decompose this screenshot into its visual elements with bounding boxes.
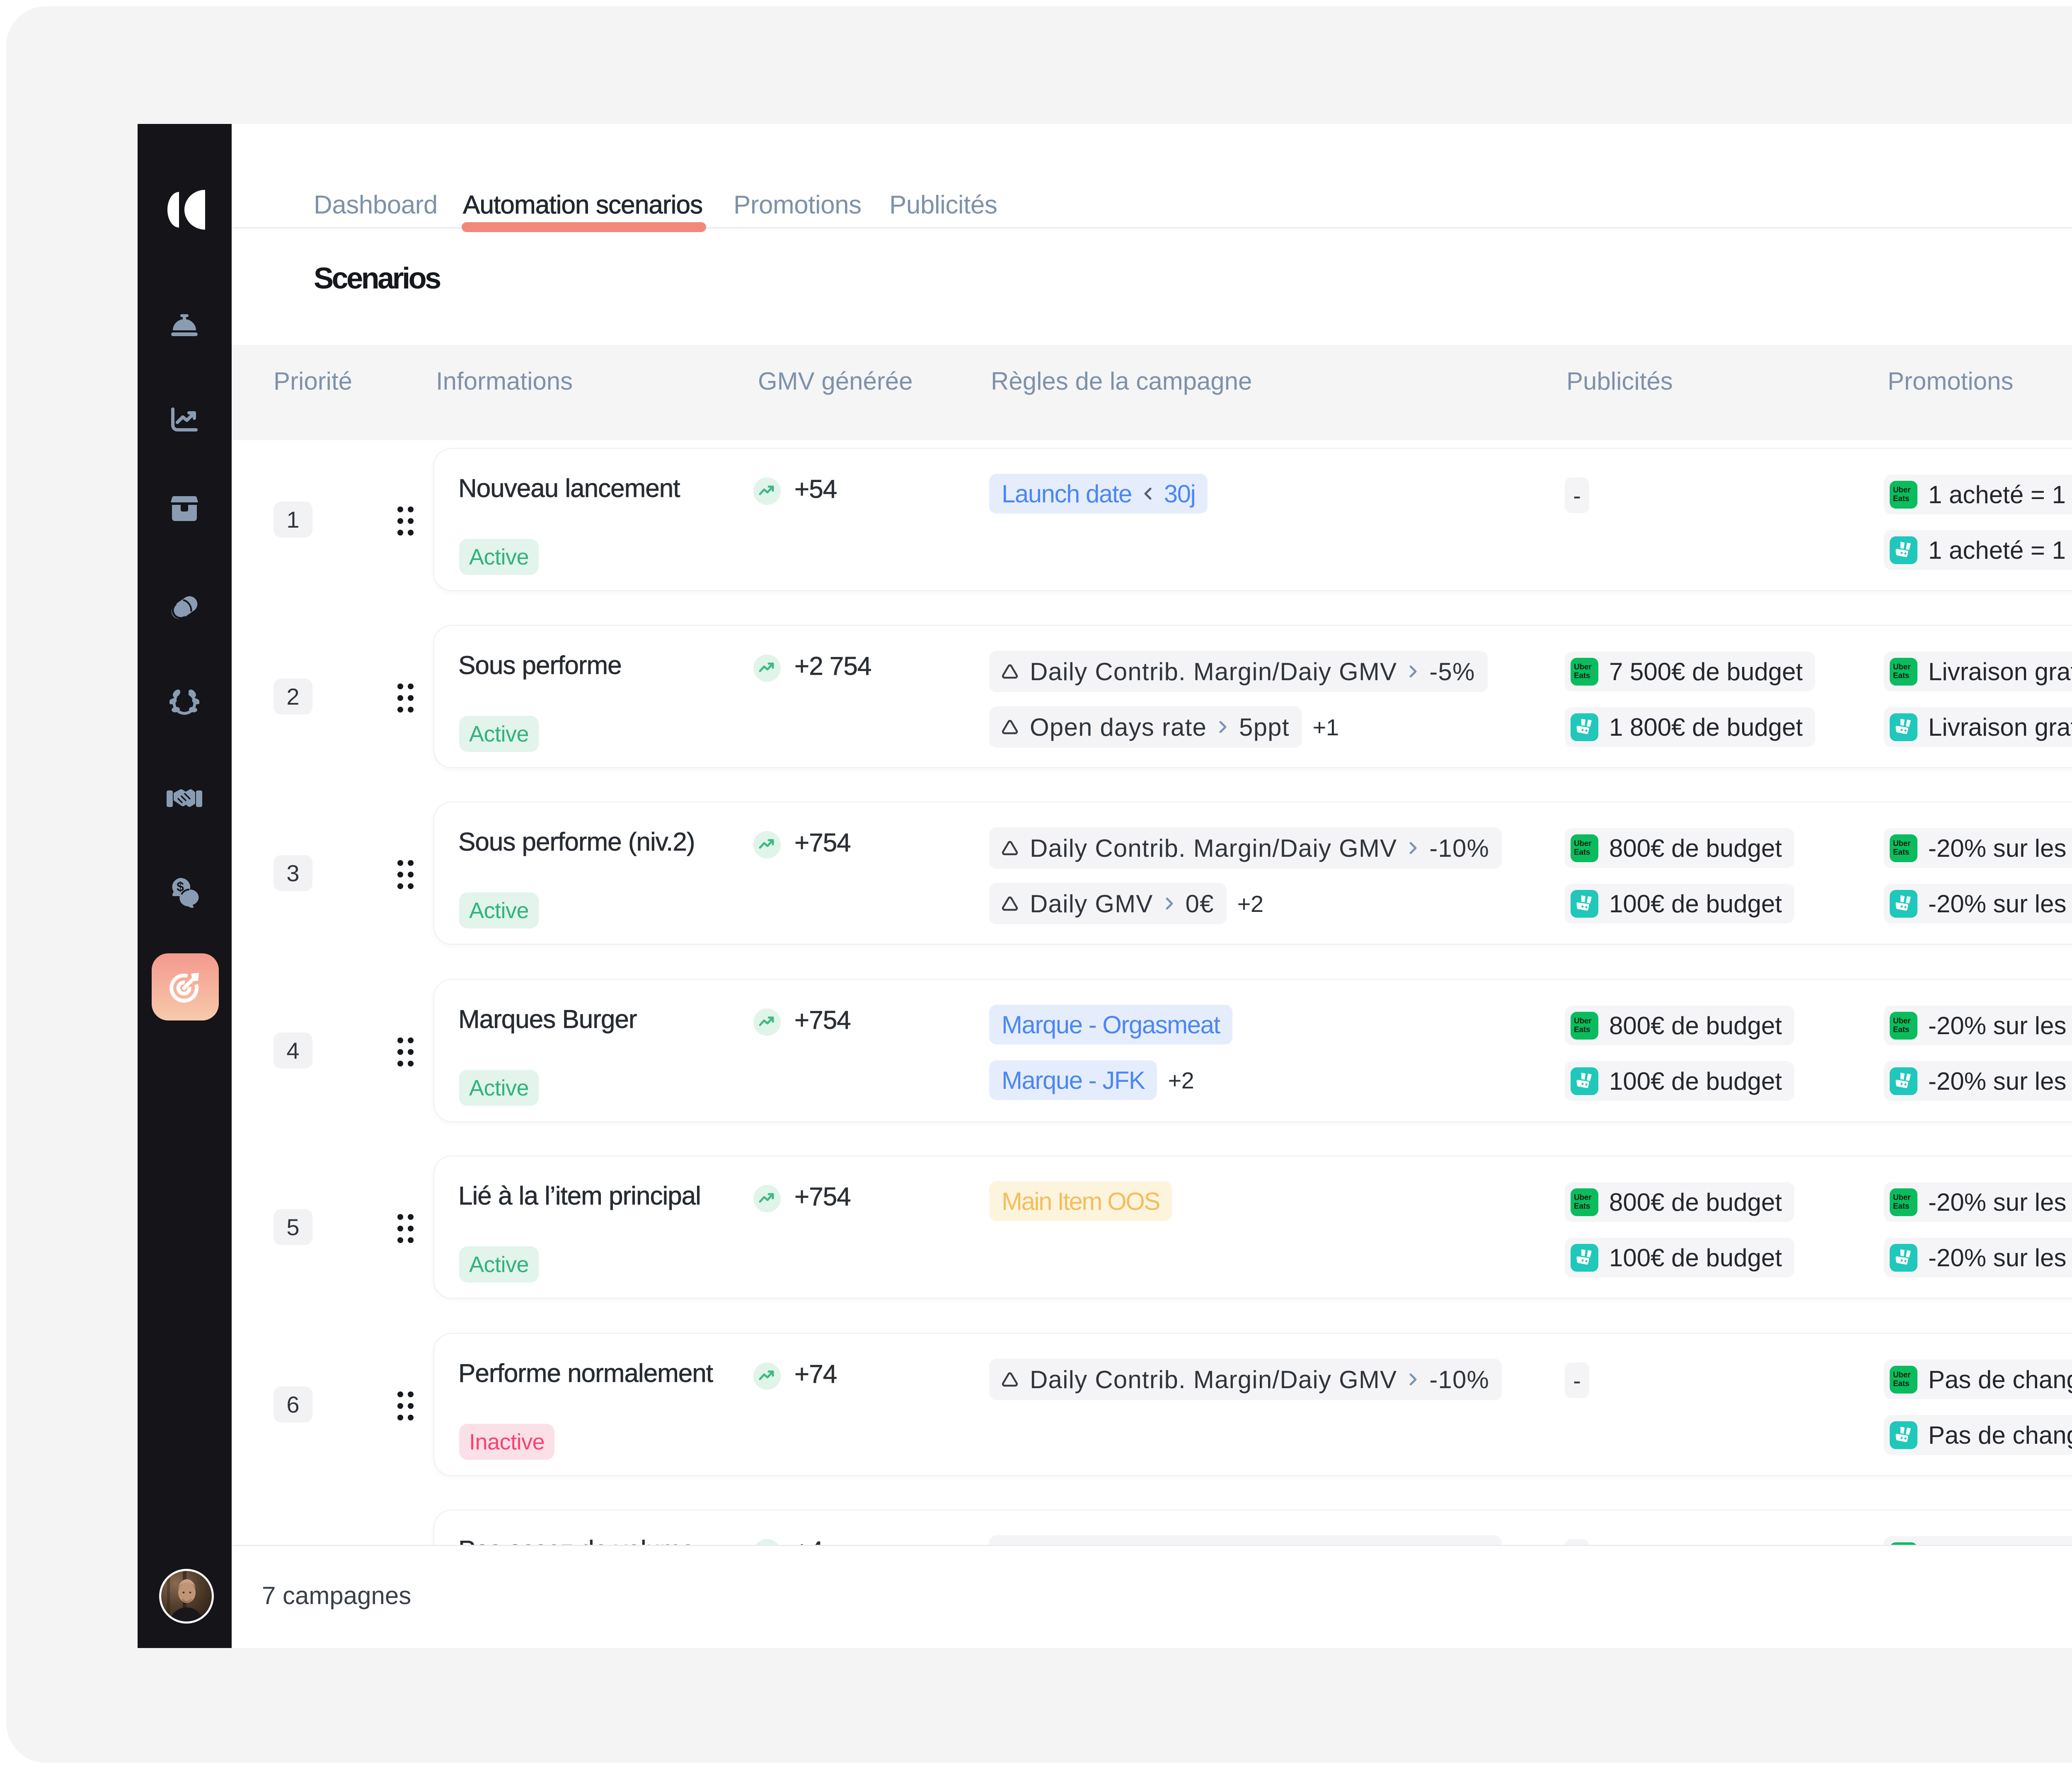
svg-text:$: $ [177, 879, 184, 894]
